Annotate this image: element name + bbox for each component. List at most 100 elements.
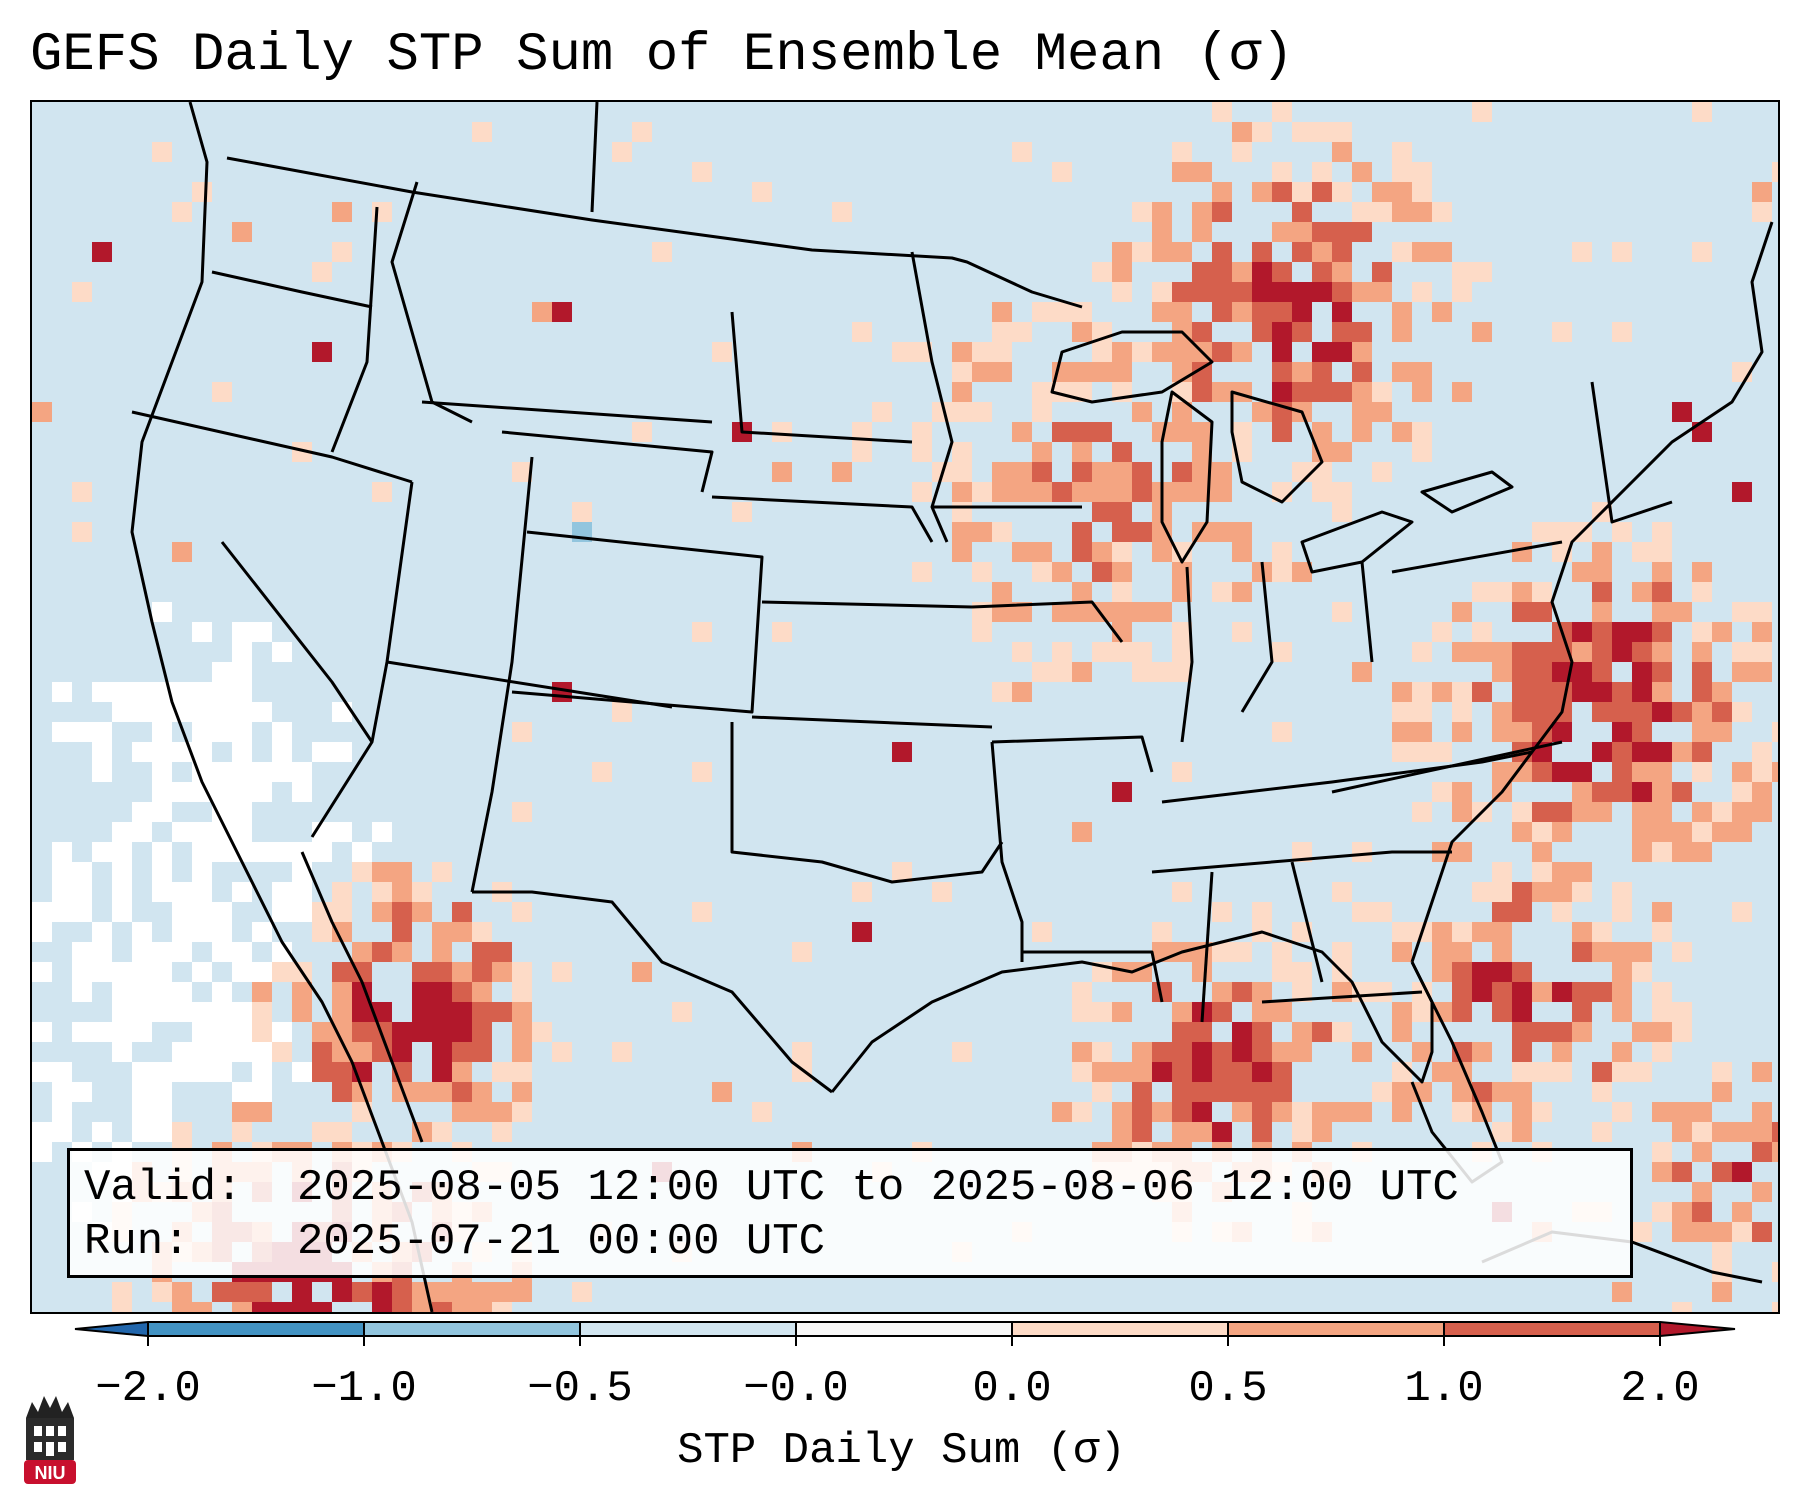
anomaly-cell xyxy=(852,442,872,462)
anomaly-cell xyxy=(1352,222,1372,242)
anomaly-cell xyxy=(1592,542,1612,562)
anomaly-cell xyxy=(632,422,652,442)
anomaly-cell xyxy=(1672,822,1692,842)
anomaly-cell xyxy=(932,882,952,902)
anomaly-cell xyxy=(1092,502,1112,522)
anomaly-cell xyxy=(1692,662,1712,682)
anomaly-cell xyxy=(272,842,292,862)
anomaly-cell xyxy=(292,442,312,462)
anomaly-cell xyxy=(252,922,272,942)
anomaly-cell xyxy=(1692,1222,1712,1242)
anomaly-cell xyxy=(1692,742,1712,762)
anomaly-cell xyxy=(472,982,492,1002)
anomaly-cell xyxy=(1172,402,1192,422)
anomaly-cell xyxy=(1572,642,1592,662)
anomaly-cell xyxy=(1312,262,1332,282)
anomaly-cell xyxy=(1352,662,1372,682)
anomaly-cell xyxy=(212,382,232,402)
anomaly-cell xyxy=(312,1022,332,1042)
anomaly-cell xyxy=(1752,762,1772,782)
anomaly-cell xyxy=(1252,1102,1272,1122)
anomaly-cell xyxy=(1232,982,1252,1002)
anomaly-cell xyxy=(352,1102,372,1122)
anomaly-cell xyxy=(192,862,212,882)
anomaly-cell xyxy=(1652,1042,1672,1062)
anomaly-cell xyxy=(1452,262,1472,282)
anomaly-cell xyxy=(472,1042,492,1062)
anomaly-cell xyxy=(992,582,1012,602)
anomaly-cell xyxy=(1152,302,1172,322)
anomaly-cell xyxy=(1612,242,1632,262)
anomaly-cell xyxy=(1192,1082,1212,1102)
anomaly-cell xyxy=(252,622,272,642)
anomaly-cell xyxy=(1572,982,1592,1002)
anomaly-cell xyxy=(1512,1082,1532,1102)
anomaly-cell xyxy=(232,1122,252,1142)
anomaly-cell xyxy=(1352,382,1372,402)
anomaly-cell xyxy=(372,902,392,922)
anomaly-cell xyxy=(1252,262,1272,282)
anomaly-cell xyxy=(1152,1042,1172,1062)
anomaly-cell xyxy=(1412,182,1432,202)
anomaly-cell xyxy=(1532,682,1552,702)
anomaly-cell xyxy=(1152,922,1172,942)
anomaly-cell xyxy=(1392,942,1412,962)
anomaly-cell xyxy=(792,942,812,962)
anomaly-cell xyxy=(1392,1022,1412,1042)
anomaly-cell xyxy=(1692,842,1712,862)
anomaly-cell xyxy=(52,842,72,862)
anomaly-cell xyxy=(1112,502,1132,522)
border-mn-wi xyxy=(910,251,954,543)
anomaly-cell xyxy=(952,342,972,362)
anomaly-cell xyxy=(1652,742,1672,762)
border-wa-or xyxy=(211,270,373,309)
colorbar-tick-label: −0.5 xyxy=(527,1364,633,1414)
anomaly-cell xyxy=(1252,182,1272,202)
anomaly-cell xyxy=(252,962,272,982)
anomaly-cell xyxy=(952,462,972,482)
anomaly-cell xyxy=(832,202,852,222)
anomaly-cell xyxy=(392,1282,412,1302)
anomaly-cell xyxy=(1772,1262,1778,1282)
anomaly-cell xyxy=(1192,1122,1212,1142)
anomaly-cell xyxy=(392,882,412,902)
anomaly-cell xyxy=(412,902,432,922)
anomaly-cell xyxy=(1272,162,1292,182)
anomaly-cell xyxy=(1452,842,1472,862)
anomaly-cell xyxy=(1552,1022,1572,1042)
anomaly-cell xyxy=(1212,1002,1232,1022)
anomaly-cell xyxy=(72,982,92,1002)
anomaly-cell xyxy=(712,1082,732,1102)
anomaly-cell xyxy=(1172,542,1192,562)
anomaly-cell xyxy=(1412,162,1432,182)
anomaly-cell xyxy=(1132,242,1152,262)
anomaly-cell xyxy=(232,662,252,682)
anomaly-cell xyxy=(1632,802,1652,822)
anomaly-cell xyxy=(532,302,552,322)
anomaly-cell xyxy=(952,442,972,462)
anomaly-cell xyxy=(252,1102,272,1122)
anomaly-cell xyxy=(512,1102,532,1122)
anomaly-cell xyxy=(1492,982,1512,1002)
anomaly-cell xyxy=(1532,642,1552,662)
anomaly-cell xyxy=(1632,1022,1652,1042)
anomaly-cell xyxy=(52,1122,72,1142)
anomaly-cell xyxy=(1072,362,1092,382)
anomaly-cell xyxy=(1032,402,1052,422)
anomaly-cell xyxy=(112,682,132,702)
anomaly-cell xyxy=(1532,522,1552,542)
anomaly-cell xyxy=(1672,1222,1692,1242)
anomaly-cell xyxy=(1352,422,1372,442)
anomaly-cell xyxy=(612,702,632,722)
anomaly-cell xyxy=(1112,362,1132,382)
anomaly-cell xyxy=(972,522,992,542)
anomaly-cell xyxy=(352,842,372,862)
anomaly-cell xyxy=(952,1042,972,1062)
anomaly-cell xyxy=(1652,642,1672,662)
anomaly-cell xyxy=(1452,602,1472,622)
border-ks-ok xyxy=(751,715,993,729)
anomaly-cell xyxy=(152,862,172,882)
anomaly-cell xyxy=(272,742,292,762)
border-ga-fl xyxy=(1261,990,1423,1004)
anomaly-cell xyxy=(1552,1062,1572,1082)
